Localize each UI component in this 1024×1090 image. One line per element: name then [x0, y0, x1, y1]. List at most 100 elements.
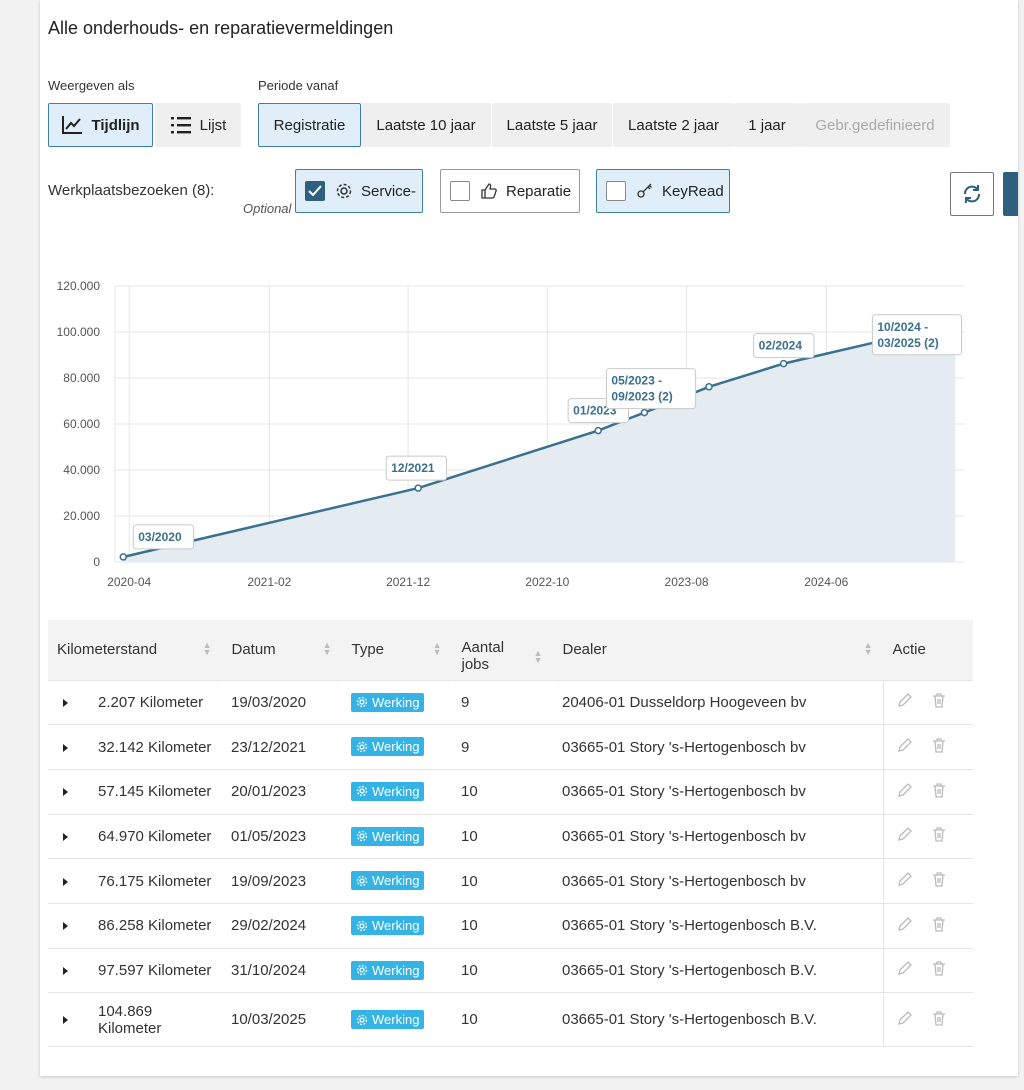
period-5-years-button[interactable]: Laatste 5 jaar — [492, 103, 612, 147]
expand-row-icon[interactable] — [63, 743, 68, 752]
filter-keyread-label: KeyRead — [662, 182, 724, 200]
y-tick-label: 0 — [93, 555, 100, 569]
view-timeline-button[interactable]: Tijdlijn — [48, 103, 153, 147]
trash-icon[interactable] — [931, 1010, 947, 1030]
col-type[interactable]: Type ▲ ▼ — [342, 620, 453, 680]
refresh-button[interactable] — [950, 172, 994, 216]
gear-icon — [356, 875, 368, 887]
mileage-value: 2.207 Kilometer — [98, 693, 204, 711]
mileage-cell: 64.970 Kilometer — [48, 813, 222, 859]
mileage-value: 104.869 Kilometer — [98, 1002, 162, 1037]
annotation-label: 12/2021 — [391, 461, 435, 475]
expand-row-icon[interactable] — [63, 788, 68, 797]
trash-icon[interactable] — [931, 871, 947, 891]
status-badge: Werking — [351, 781, 425, 801]
data-point — [779, 359, 788, 368]
col-mileage[interactable]: Kilometerstand ▲ ▼ — [48, 620, 223, 680]
dealer-cell: 20406-01 Dusseldorp Hoogeveen bv — [553, 679, 883, 725]
data-point — [414, 484, 422, 492]
type-cell: Werking — [342, 992, 452, 1048]
status-badge-label: Werking — [372, 694, 420, 710]
table-row: 57.145 Kilometer 20/01/2023 Werking 10 03665… — [48, 768, 973, 815]
col-jobs[interactable]: Aantal jobs ▲ ▼ — [452, 620, 554, 680]
annotation-box — [385, 455, 448, 481]
edit-icon[interactable] — [897, 916, 913, 936]
gear-icon — [356, 696, 368, 708]
filter-service-checkbox[interactable]: Service- — [295, 169, 423, 213]
annotation-label: 02/2024 — [759, 339, 803, 353]
edit-icon[interactable] — [897, 871, 913, 891]
trash-icon[interactable] — [931, 692, 947, 712]
edit-icon[interactable] — [897, 782, 913, 802]
expand-row-icon[interactable] — [63, 1015, 68, 1024]
annotation-label: 09/2023 (2) — [611, 390, 672, 404]
annotation-label: 03/2025 (2) — [877, 336, 938, 350]
mileage-value: 97.597 Kilometer — [98, 961, 212, 979]
list-icon — [170, 115, 192, 135]
period-1-year-button[interactable]: 1 jaar — [734, 103, 800, 147]
y-tick-label: 20.000 — [63, 509, 100, 523]
trash-icon[interactable] — [931, 782, 947, 802]
edit-icon[interactable] — [897, 737, 913, 757]
trash-icon[interactable] — [931, 826, 947, 846]
action-cell — [882, 813, 973, 859]
key-icon — [636, 182, 654, 200]
col-dealer-label: Dealer — [562, 641, 607, 659]
col-date-label: Datum — [231, 641, 276, 659]
dealer-cell: 03665-01 Story 's-Hertogenbosch bv — [553, 813, 883, 859]
y-tick-label: 100.000 — [57, 325, 101, 339]
jobs-cell: 9 — [452, 724, 553, 770]
area-fill — [123, 320, 956, 562]
edit-icon[interactable] — [897, 960, 913, 980]
mileage-value: 57.145 Kilometer — [98, 783, 212, 801]
expand-row-icon[interactable] — [63, 877, 68, 886]
view-list-label: Lijst — [199, 116, 227, 134]
table-row: 86.258 Kilometer 29/02/2024 Werking 10 03665… — [48, 902, 973, 949]
period-custom-button[interactable]: Gebr.gedefinieerd — [800, 103, 950, 147]
edit-icon[interactable] — [897, 826, 913, 846]
period-2-years-button[interactable]: Laatste 2 jaar — [613, 103, 734, 147]
date-cell: 19/09/2023 — [222, 858, 342, 904]
jobs-cell: 10 — [452, 768, 553, 815]
dealer-cell: 03665-01 Story 's-Hertogenbosch B.V. — [553, 992, 883, 1048]
type-cell: Werking — [342, 858, 452, 904]
annotation-label: 05/2023 - — [611, 374, 662, 388]
data-point — [594, 426, 602, 435]
action-button[interactable] — [1003, 172, 1018, 216]
filter-repair-checkbox[interactable]: Reparatie — [440, 169, 580, 213]
col-jobs-label-2: jobs — [461, 655, 490, 673]
col-date[interactable]: Datum ▲ ▼ — [222, 620, 343, 680]
annotation-box — [871, 314, 963, 356]
view-list-button[interactable]: Lijst — [155, 103, 241, 147]
maintenance-card: Alle onderhouds- en reparatievermeldinge… — [40, 0, 1018, 1076]
maintenance-table: Kilometerstand ▲ ▼ Datum ▲ ▼ Type ▲ ▼ Aantal jo… — [48, 620, 973, 1048]
edit-icon[interactable] — [897, 1010, 913, 1030]
period-registration-button[interactable]: Registratie — [258, 103, 361, 147]
type-cell: Werking — [342, 813, 452, 859]
status-badge: Werking — [351, 826, 425, 846]
col-dealer[interactable]: Dealer ▲ ▼ — [553, 620, 884, 680]
dealer-cell: 03665-01 Story 's-Hertogenbosch bv — [553, 724, 883, 770]
expand-row-icon[interactable] — [63, 922, 68, 931]
type-cell: Werking — [342, 947, 452, 993]
expand-row-icon[interactable] — [63, 966, 68, 975]
mileage-value: 32.142 Kilometer — [98, 738, 212, 756]
trash-icon[interactable] — [931, 916, 947, 936]
date-cell: 31/10/2024 — [222, 947, 342, 993]
action-cell — [882, 902, 973, 949]
status-badge-label: Werking — [372, 918, 420, 934]
thumbs-up-icon — [480, 182, 498, 200]
data-point — [705, 383, 713, 391]
expand-row-icon[interactable] — [63, 832, 68, 841]
x-tick-label: 2021-02 — [247, 575, 291, 589]
action-cell — [882, 858, 973, 904]
expand-row-icon[interactable] — [63, 698, 68, 707]
trash-icon[interactable] — [931, 737, 947, 757]
trash-icon[interactable] — [931, 960, 947, 980]
filter-keyread-checkbox[interactable]: KeyRead — [596, 169, 730, 213]
period-10-years-button[interactable]: Laatste 10 jaar — [361, 103, 491, 147]
dealer-cell: 03665-01 Story 's-Hertogenbosch B.V. — [553, 902, 883, 949]
filter-service-label: Service- — [361, 182, 417, 200]
date-cell: 10/03/2025 — [222, 992, 342, 1048]
edit-icon[interactable] — [897, 692, 913, 712]
